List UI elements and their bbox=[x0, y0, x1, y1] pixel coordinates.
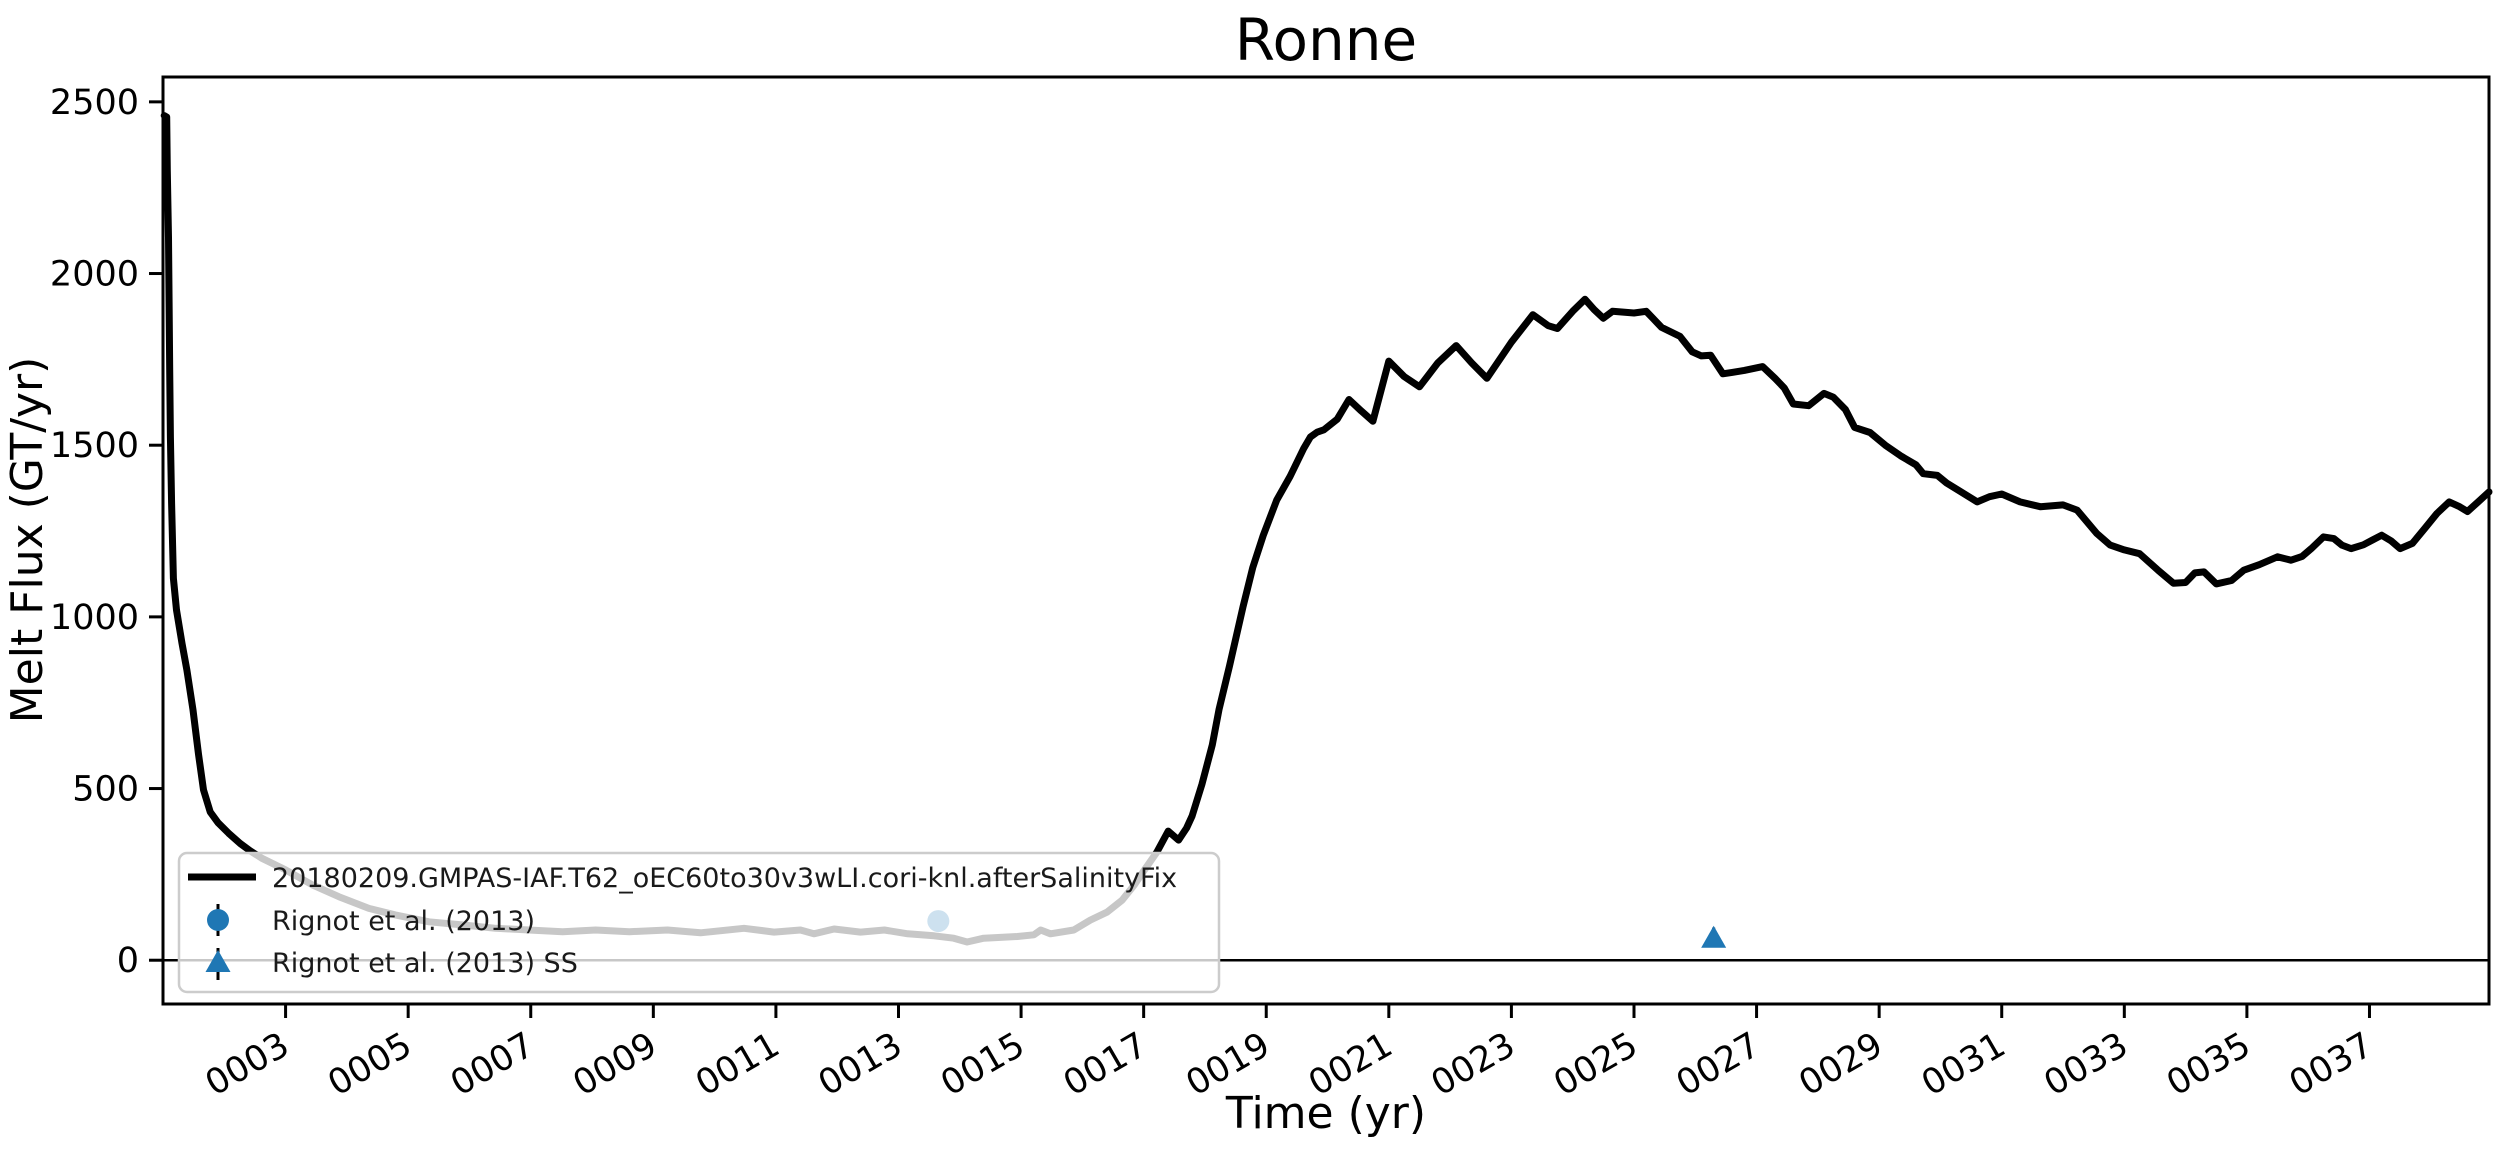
x-tick-label: 0017 bbox=[1057, 1025, 1154, 1104]
x-tick-label: 0011 bbox=[689, 1025, 786, 1104]
plot-frame bbox=[161, 75, 2491, 1006]
x-tick-label: 0007 bbox=[444, 1025, 541, 1104]
legend-entry-label: Rignot et al. (2013) bbox=[272, 906, 535, 937]
legend-entry: Rignot et al. (2013) SS bbox=[205, 948, 578, 980]
x-tick-label: 0015 bbox=[934, 1025, 1031, 1104]
y-tick-label: 500 bbox=[72, 770, 139, 810]
chart-title: Ronne bbox=[1235, 6, 1417, 74]
legend-frame bbox=[177, 851, 1221, 994]
y-tick-label: 1000 bbox=[50, 598, 139, 638]
x-tick-label: 0013 bbox=[812, 1025, 909, 1104]
x-tick-label: 0025 bbox=[1547, 1025, 1644, 1104]
x-tick-label: 0027 bbox=[1670, 1025, 1767, 1104]
y-tick-label: 0 bbox=[117, 941, 139, 981]
y-tick-label: 2000 bbox=[50, 255, 139, 295]
x-tick-label: 0037 bbox=[2283, 1025, 2380, 1104]
legend-entry: 20180209.GMPAS-IAF.T62_oEC60to30v3wLI.co… bbox=[188, 863, 1177, 894]
legend-triangle-swatch bbox=[205, 950, 231, 972]
x-tick-label: 0005 bbox=[322, 1025, 419, 1104]
x-tick-label: 0029 bbox=[1793, 1025, 1890, 1104]
y-tick-label: 2500 bbox=[50, 83, 139, 123]
series-line bbox=[160, 112, 2493, 946]
legend-entry-label: 20180209.GMPAS-IAF.T62_oEC60to30v3wLI.co… bbox=[272, 863, 1177, 894]
x-tick-label: 0023 bbox=[1425, 1025, 1522, 1104]
legend-entry: Rignot et al. (2013) bbox=[207, 904, 535, 937]
y-tick-label: 1500 bbox=[50, 426, 139, 466]
obs-triangle-marker bbox=[1701, 925, 1727, 948]
x-tick-label: 0009 bbox=[567, 1025, 664, 1104]
x-tick-label: 0033 bbox=[2038, 1025, 2135, 1104]
y-axis-ticks: 0 500 1000 1500 2000 2500 bbox=[50, 83, 163, 981]
legend-circle-swatch bbox=[207, 909, 229, 931]
legend-entry-label: Rignot et al. (2013) SS bbox=[272, 948, 578, 979]
x-tick-label: 0031 bbox=[1915, 1025, 2012, 1104]
x-axis-label: Time (yr) bbox=[1225, 1088, 1426, 1139]
main-series-path bbox=[160, 112, 2493, 946]
x-tick-label: 0035 bbox=[2160, 1025, 2257, 1104]
legend: 20180209.GMPAS-IAF.T62_oEC60to30v3wLI.co… bbox=[177, 851, 1221, 994]
y-axis-label: Melt Flux (GT/yr) bbox=[2, 357, 53, 724]
x-tick-label: 0003 bbox=[199, 1025, 296, 1104]
